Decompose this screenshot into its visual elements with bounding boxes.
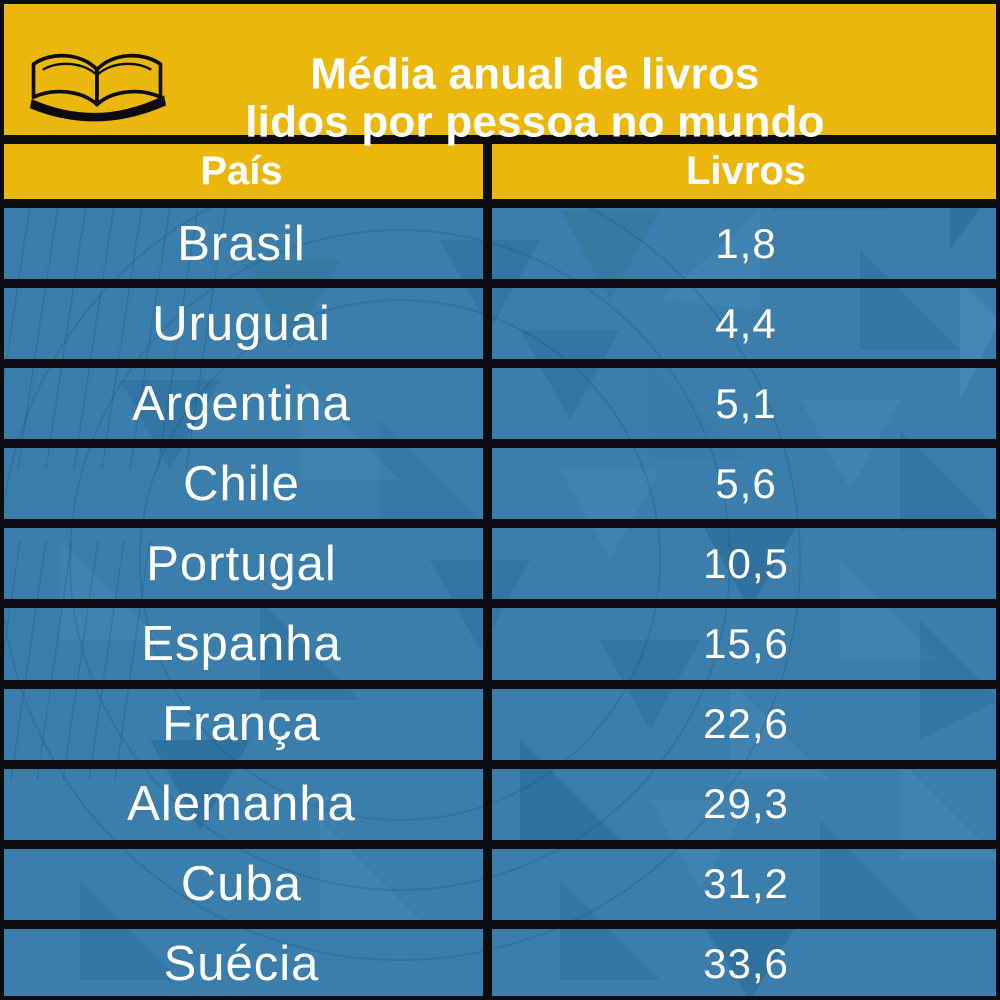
- country-cell: Espanha: [141, 617, 342, 672]
- table-row: França 22,6: [0, 679, 1000, 760]
- country-cell: Argentina: [132, 376, 351, 431]
- table-row: Portugal 10,5: [0, 519, 1000, 600]
- country-cell: Brasil: [177, 216, 306, 271]
- column-divider: [483, 528, 492, 600]
- books-cell: 22,6: [703, 700, 789, 748]
- column-divider: [483, 208, 492, 280]
- country-cell: Chile: [183, 456, 300, 511]
- books-cell: 5,6: [715, 459, 777, 507]
- books-cell: 5,1: [715, 379, 777, 427]
- table-row: Alemanha 29,3: [0, 759, 1000, 840]
- column-divider: [483, 768, 492, 840]
- table-row: Cuba 31,2: [0, 839, 1000, 920]
- title-line-2: lidos por pessoa no mundo: [245, 97, 825, 147]
- country-cell: Suécia: [163, 937, 320, 992]
- books-cell: 31,2: [703, 860, 789, 908]
- table-row: Brasil 1,8: [0, 208, 1000, 280]
- books-cell: 4,4: [715, 299, 777, 347]
- books-cell: 10,5: [703, 539, 789, 587]
- country-cell: França: [162, 697, 321, 752]
- books-cell: 33,6: [703, 940, 789, 988]
- column-divider: [483, 848, 492, 920]
- table-row: Suécia 33,6: [0, 919, 1000, 1000]
- books-cell: 1,8: [715, 219, 777, 267]
- table-body: Brasil 1,8 Uruguai 4,4 Argentina 5,1 Chi…: [0, 208, 1000, 1000]
- column-divider: [483, 288, 492, 360]
- books-cell: 29,3: [703, 780, 789, 828]
- page-title: Média anual de livros lidos por pessoa n…: [155, 49, 915, 148]
- column-divider: [483, 928, 492, 1000]
- country-cell: Uruguai: [152, 296, 331, 351]
- title-line-1: Média anual de livros: [310, 49, 760, 99]
- column-divider: [483, 368, 492, 440]
- table-row: Espanha 15,6: [0, 599, 1000, 680]
- title-band: Média anual de livros lidos por pessoa n…: [0, 4, 1000, 147]
- column-divider: [483, 448, 492, 520]
- column-header-row: País Livros: [0, 144, 1000, 199]
- column-divider: [483, 144, 492, 199]
- country-cell: Portugal: [146, 536, 337, 591]
- table-row: Chile 5,6: [0, 439, 1000, 520]
- column-divider: [483, 688, 492, 760]
- books-cell: 15,6: [703, 620, 789, 668]
- table-row: Argentina 5,1: [0, 359, 1000, 440]
- country-cell: Cuba: [180, 857, 303, 912]
- country-cell: Alemanha: [127, 777, 356, 832]
- open-book-icon: [29, 53, 167, 122]
- divider-line: [0, 199, 1000, 208]
- column-header-country: País: [0, 144, 483, 199]
- column-header-books: Livros: [492, 144, 1000, 199]
- table-row: Uruguai 4,4: [0, 279, 1000, 360]
- column-divider: [483, 608, 492, 680]
- divider-line: [0, 135, 1000, 144]
